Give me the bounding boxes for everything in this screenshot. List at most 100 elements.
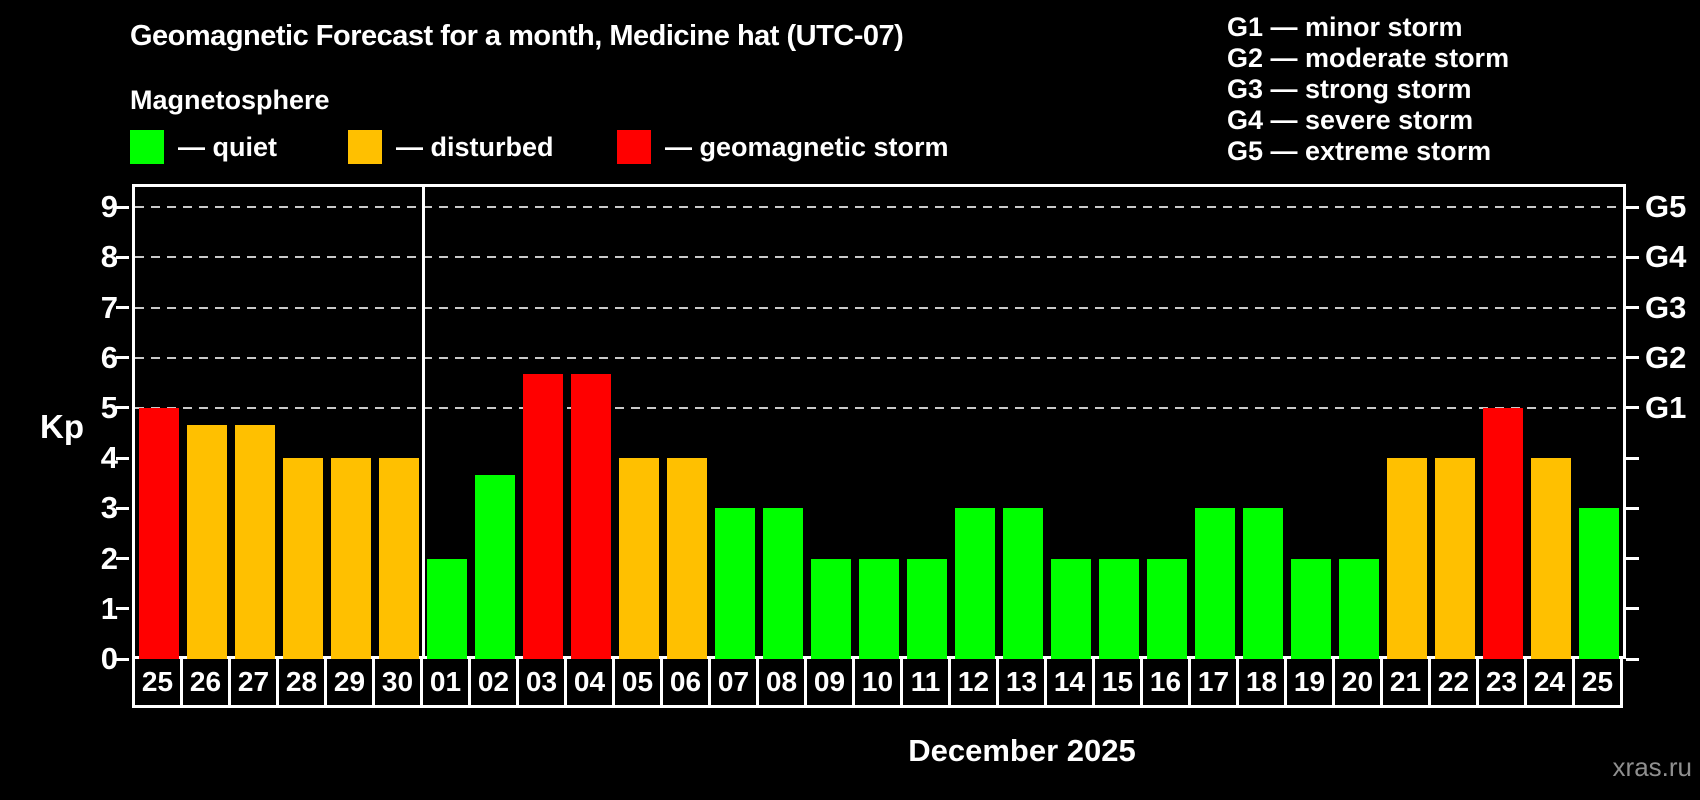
day-label-06: 06 xyxy=(660,656,711,708)
bar-day-20 xyxy=(1338,558,1380,659)
x-axis-title: December 2025 xyxy=(908,733,1136,768)
y-axis-tick-left-9 xyxy=(116,205,129,209)
y-axis-tick-left-8 xyxy=(116,255,129,259)
y-axis-number-0: 0 xyxy=(100,641,118,676)
g3-legend-line: G3 — strong storm xyxy=(1227,74,1472,104)
g4-legend-line: G4 — severe storm xyxy=(1227,105,1474,135)
day-label-01: 01 xyxy=(420,656,471,708)
day-label-27: 27 xyxy=(228,656,279,708)
y-axis-number-9: 9 xyxy=(100,189,118,225)
y-axis-tick-right-9 xyxy=(1626,205,1639,209)
day-label-26: 26 xyxy=(180,656,231,708)
bar-day-29 xyxy=(330,458,372,659)
plot-area: G1 G2 G3 G4 G5 0 1 2 3 4 5 6 7 8 9 xyxy=(101,184,1686,676)
day-label-02: 02 xyxy=(468,656,519,708)
bar-day-09 xyxy=(810,558,852,659)
bar-day-11 xyxy=(906,558,948,659)
quiet-legend-swatch xyxy=(130,130,164,164)
bar-day-16 xyxy=(1146,558,1188,659)
bar-day-12 xyxy=(954,508,996,659)
x-axis-day-row: 25 26 27 28 29 30 01 02 03 04 05 06 07 08 09 10 11 12 13 14… xyxy=(132,656,1623,708)
bar-day-01 xyxy=(426,558,468,659)
chart-title: Geomagnetic Forecast for a month, Medici… xyxy=(130,20,904,52)
day-label-11: 11 xyxy=(900,656,951,708)
disturbed-legend-label: — disturbed xyxy=(396,132,554,162)
y-axis-tick-left-4 xyxy=(116,456,129,460)
bar-day-02 xyxy=(474,474,516,659)
day-label-17: 17 xyxy=(1188,656,1239,708)
gridline-kp7 xyxy=(135,306,1623,309)
watermark: xras.ru xyxy=(1612,752,1692,782)
bar-day-25 xyxy=(1578,508,1620,659)
y-axis-number-7: 7 xyxy=(100,289,118,325)
y-axis-number-2: 2 xyxy=(100,540,118,576)
bar-day-22 xyxy=(1434,458,1476,659)
y-axis-number-3: 3 xyxy=(100,490,118,526)
bar-day-24 xyxy=(1530,458,1572,659)
bar-day-28 xyxy=(282,458,324,659)
day-label-23: 23 xyxy=(1476,656,1527,708)
day-label-25: 25 xyxy=(1572,656,1623,708)
bar-day-23 xyxy=(1482,407,1524,659)
day-label-28: 28 xyxy=(276,656,327,708)
day-label-21: 21 xyxy=(1380,656,1431,708)
y-axis-title: Kp xyxy=(40,408,84,445)
y-axis-tick-right-5 xyxy=(1626,406,1639,410)
bar-day-03 xyxy=(522,374,564,659)
y-axis-number-5: 5 xyxy=(100,389,118,425)
y-axis-tick-left-2 xyxy=(116,557,129,561)
y-axis-tick-right-1 xyxy=(1626,607,1639,611)
day-label-18: 18 xyxy=(1236,656,1287,708)
chart-subtitle: Magnetosphere xyxy=(130,85,330,115)
g5-legend-line: G5 — extreme storm xyxy=(1227,136,1492,166)
bar-day-13 xyxy=(1002,508,1044,659)
day-label-04: 04 xyxy=(564,656,615,708)
g-scale-legend: G1 — minor storm G2 — moderate storm G3 … xyxy=(1227,12,1509,167)
y-axis-tick-left-7 xyxy=(116,306,129,310)
y-axis-tick-left-5 xyxy=(116,406,129,410)
y-axis-number-6: 6 xyxy=(100,339,118,375)
day-label-15: 15 xyxy=(1092,656,1143,708)
storm-legend-label: — geomagnetic storm xyxy=(665,132,949,162)
g1-legend-line: G1 — minor storm xyxy=(1227,12,1463,42)
bar-day-04 xyxy=(570,374,612,659)
day-label-09: 09 xyxy=(804,656,855,708)
day-label-30: 30 xyxy=(372,656,423,708)
g-axis-label-g4: G4 xyxy=(1645,239,1687,275)
day-label-08: 08 xyxy=(756,656,807,708)
y-axis-tick-right-6 xyxy=(1626,356,1639,360)
day-label-05: 05 xyxy=(612,656,663,708)
y-axis-number-1: 1 xyxy=(100,590,118,626)
bar-day-10 xyxy=(858,558,900,659)
gridline-kp8 xyxy=(135,256,1623,259)
bar-day-18 xyxy=(1242,508,1284,659)
g-axis-label-g2: G2 xyxy=(1645,339,1687,375)
day-label-19: 19 xyxy=(1284,656,1335,708)
day-label-22: 22 xyxy=(1428,656,1479,708)
y-axis-tick-left-0 xyxy=(116,657,129,661)
gridline-kp6 xyxy=(135,356,1623,359)
month-separator-line xyxy=(421,187,425,659)
y-axis-tick-left-1 xyxy=(116,607,129,611)
bar-day-27 xyxy=(234,424,276,659)
disturbed-legend-swatch xyxy=(348,130,382,164)
bar-day-15 xyxy=(1098,558,1140,659)
y-axis-tick-left-3 xyxy=(116,506,129,510)
day-label-13: 13 xyxy=(996,656,1047,708)
bar-day-08 xyxy=(762,508,804,659)
bar-day-07 xyxy=(714,508,756,659)
bar-day-14 xyxy=(1050,558,1092,659)
g-axis-label-g3: G3 xyxy=(1645,289,1687,325)
day-label-25: 25 xyxy=(132,656,183,708)
bar-day-06 xyxy=(666,458,708,659)
bar-day-25 xyxy=(138,407,180,659)
bar-day-17 xyxy=(1194,508,1236,659)
day-label-14: 14 xyxy=(1044,656,1095,708)
y-axis-tick-right-7 xyxy=(1626,306,1639,310)
day-label-03: 03 xyxy=(516,656,567,708)
day-label-12: 12 xyxy=(948,656,999,708)
g2-legend-line: G2 — moderate storm xyxy=(1227,43,1510,73)
storm-legend-swatch xyxy=(617,130,651,164)
day-label-24: 24 xyxy=(1524,656,1575,708)
